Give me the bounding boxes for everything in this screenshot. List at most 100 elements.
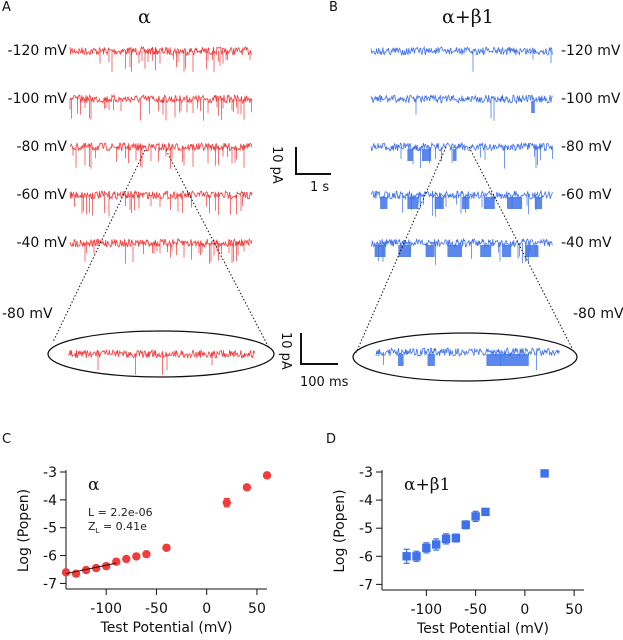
alpha-trace — [69, 141, 253, 152]
panel-b-title: α+β1 — [442, 6, 494, 28]
data-point — [91, 563, 101, 573]
alpha-trace — [69, 45, 253, 57]
y-tick-label: -6 — [43, 549, 57, 565]
y-tick-label: -5 — [359, 521, 373, 537]
alpha-beta1-trace — [370, 189, 553, 201]
x-tick-label: 0 — [520, 602, 529, 618]
alpha-zoom-ellipse — [47, 330, 275, 378]
alpha-beta1-trace-burst — [534, 197, 543, 209]
alpha-beta1-trace-burst — [407, 197, 419, 209]
panel-a-trace-label: -120 mV — [7, 43, 67, 59]
panel-c-letter: C — [2, 432, 12, 447]
alpha-beta1-trace-burst — [407, 149, 413, 161]
panel-a-letter: A — [2, 0, 11, 15]
alpha-beta1-zoom-trace-burst — [398, 354, 404, 366]
alpha-beta1-trace-burst — [480, 245, 492, 257]
scalebar-time-label: 1 s — [310, 180, 330, 195]
alpha-beta1-trace-burst — [380, 197, 388, 209]
alpha-trace — [69, 189, 253, 201]
alpha-beta1-trace-burst — [452, 149, 457, 161]
chart-d: -3 -4 -5 -6 -7 -100 -50 0 50 Test Potential (mV) L… — [332, 465, 584, 637]
alpha-beta1-trace-burst — [434, 197, 444, 209]
data-point — [471, 512, 480, 521]
panel-a-trace-label: -100 mV — [7, 91, 67, 107]
data-point — [142, 549, 151, 559]
chart-title: α — [88, 475, 100, 495]
scalebar-vertical — [295, 147, 297, 174]
data-point — [262, 471, 272, 480]
alpha-trace — [69, 93, 253, 105]
alpha-beta1-trace — [370, 94, 553, 105]
data-point — [112, 557, 121, 566]
alpha-beta1-zoom-ellipse — [352, 332, 578, 382]
x-axis-label: Test Potential (mV) — [416, 621, 549, 637]
data-point — [132, 552, 141, 561]
data-point — [61, 568, 71, 577]
data-point — [540, 469, 549, 478]
chart-title: α+β1 — [404, 475, 450, 495]
alpha-trace — [69, 237, 253, 248]
data-point — [162, 543, 171, 552]
y-axis-label: Log (Popen) — [16, 489, 32, 572]
zoom-scalebar-vertical — [300, 333, 302, 363]
panel-b-trace-label: -60 mV — [561, 187, 612, 203]
x-tick-label: -50 — [464, 602, 487, 618]
data-point — [222, 498, 231, 507]
fit-annotation-zl: ZL = 0.41e — [88, 520, 147, 535]
traces-canvas — [47, 45, 578, 382]
alpha-beta1-trace-burst — [462, 197, 470, 209]
y-tick-label: -4 — [359, 493, 373, 509]
alpha-zoom-trace — [67, 348, 256, 360]
alpha-beta1-trace-burst — [502, 245, 512, 257]
x-axis-label: Test Potential (mV) — [100, 620, 233, 636]
panel-a-title: α — [138, 6, 151, 28]
fit-line — [65, 562, 117, 575]
x-tick-label: -100 — [410, 602, 442, 618]
y-tick-label: -7 — [359, 577, 373, 593]
fit-annotation-l: L = 2.2e-06 — [88, 506, 153, 519]
zl-subscript: L — [96, 527, 100, 535]
alpha-beta1-trace-burst — [531, 101, 535, 113]
x-tick-label: 50 — [248, 601, 266, 617]
y-axis-label: Log (Popen) — [332, 489, 348, 572]
y-tick-label: -3 — [43, 465, 57, 481]
data-point — [481, 507, 490, 517]
panel-b-zoom-label: -80 mV — [573, 306, 623, 322]
x-tick-label: 0 — [202, 601, 211, 617]
alpha-beta1-trace-burst — [425, 245, 435, 257]
panel-b-trace-label: -120 mV — [561, 43, 621, 59]
data-point — [242, 483, 252, 492]
data-point — [441, 534, 451, 544]
zoom-scalebar-time-label: 100 ms — [300, 375, 349, 390]
alpha-beta1-zoom-trace-burst — [427, 354, 435, 366]
y-tick-label: -5 — [43, 521, 57, 537]
panel-a-zoom-label: -80 mV — [2, 306, 53, 322]
alpha-beta1-trace — [370, 141, 553, 152]
x-tick-label: -50 — [145, 601, 168, 617]
panel-b-trace-label: -80 mV — [561, 139, 612, 155]
data-point — [451, 533, 461, 543]
data-point — [402, 552, 411, 561]
zoom-guide-line — [52, 149, 146, 343]
alpha-beta1-trace-burst — [525, 245, 539, 257]
data-point — [461, 520, 470, 530]
zoom-guide-line — [355, 146, 447, 354]
panel-a-trace-label: -60 mV — [16, 187, 67, 203]
alpha-beta1-trace-burst — [507, 197, 523, 209]
panel-b-letter: B — [329, 0, 338, 15]
alpha-beta1-trace-burst — [447, 245, 462, 257]
zoom-scalebar-horizontal — [300, 363, 338, 365]
y-tick-label: -6 — [359, 549, 373, 565]
scalebar-horizontal — [295, 173, 331, 175]
data-point — [422, 543, 431, 553]
panel-a-trace-label: -80 mV — [16, 139, 67, 155]
y-tick-label: -3 — [359, 465, 373, 481]
alpha-beta1-trace — [370, 45, 553, 57]
x-tick-label: -100 — [90, 601, 122, 617]
data-point — [122, 554, 131, 564]
panel-b-trace-label: -100 mV — [561, 91, 621, 107]
panel-d-letter: D — [326, 432, 337, 447]
x-tick-label: 50 — [565, 602, 583, 618]
alpha-beta1-zoom-trace — [375, 346, 560, 358]
alpha-beta1-trace-burst — [421, 149, 432, 161]
